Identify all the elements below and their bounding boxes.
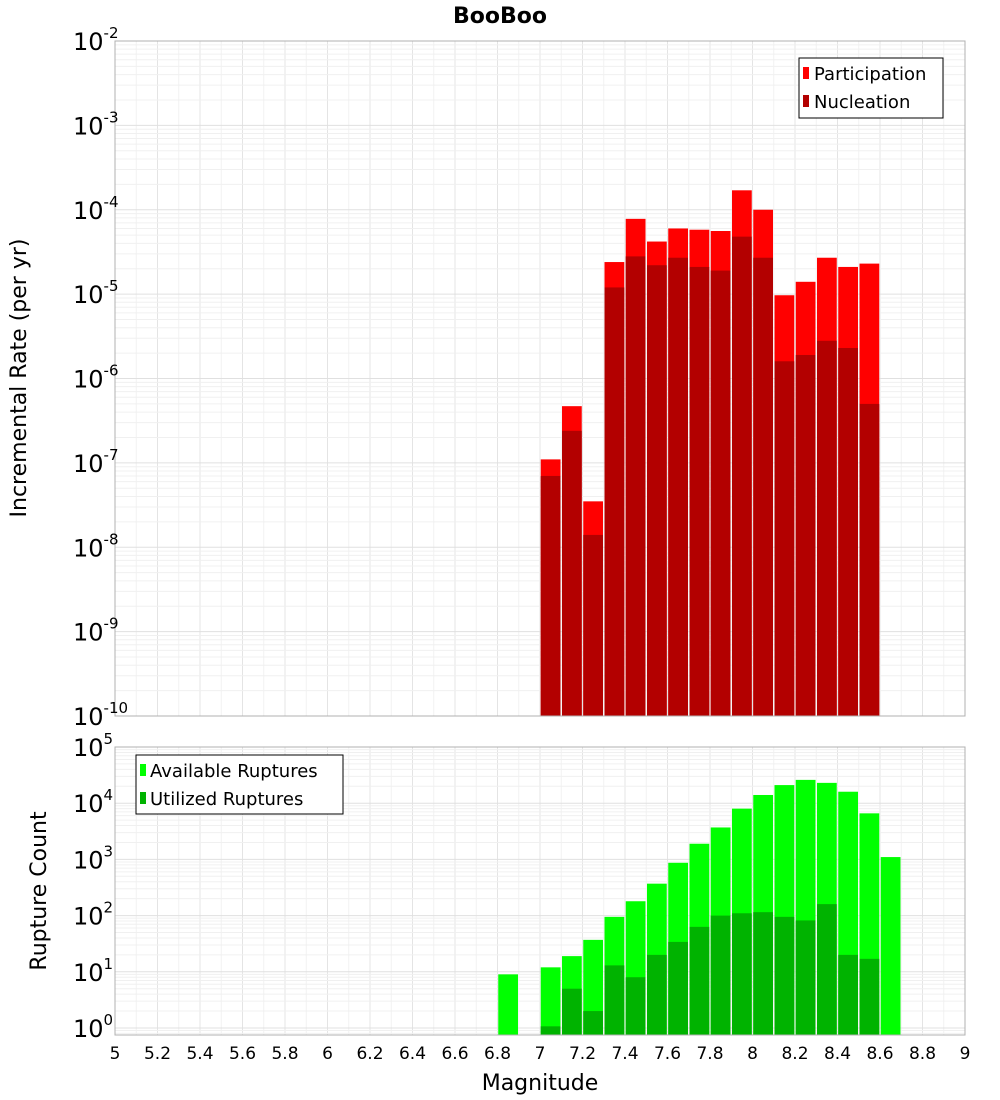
legend-label-available-ruptures: Available Ruptures [150, 761, 318, 782]
x-tick-label: 5 [110, 1044, 121, 1064]
utilized-ruptures-bar-8.05 [753, 912, 773, 1035]
utilized-ruptures-bar-8.25 [795, 920, 816, 1035]
legend-label-participation: Participation [814, 64, 926, 85]
x-tick-label: 5.8 [271, 1044, 298, 1064]
utilized-ruptures-bar-8.45 [838, 954, 858, 1035]
legend-label-utilized-ruptures: Utilized Ruptures [150, 789, 303, 810]
top-y-tick-label: 10-10 [73, 699, 128, 731]
nucleation-bar-8.15 [774, 361, 795, 716]
top-grid [114, 41, 966, 717]
available-ruptures-bar-8.65 [880, 857, 901, 1035]
x-tick-label: 5.4 [186, 1044, 213, 1064]
top-y-tick-label: 10-4 [73, 193, 119, 225]
utilized-ruptures-bar-8.55 [859, 958, 880, 1035]
x-tick-label: 6.8 [484, 1044, 511, 1064]
nucleation-bar-8.35 [817, 340, 837, 716]
legend-swatch-utilized-ruptures [140, 792, 146, 804]
x-tick-label: 7 [535, 1044, 546, 1064]
top-y-tick-label: 10-7 [73, 446, 119, 478]
bottom-legend: Available Ruptures Utilized Ruptures [135, 754, 344, 815]
x-tick-label: 5.2 [144, 1044, 171, 1064]
nucleation-bar-7.25 [583, 534, 603, 716]
x-tick-label: 6.2 [356, 1044, 383, 1064]
x-ticks: 5 5.2 5.4 5.6 5.8 6 6.2 6.4 6.6 6.8 7 7.2 7.4 7.6 7.8 8… [110, 1044, 971, 1064]
x-tick-label: 6.6 [441, 1044, 468, 1064]
bottom-y-tick-label: 103 [73, 842, 113, 874]
x-axis-label: Magnitude [482, 1071, 599, 1096]
utilized-ruptures-bar-7.85 [710, 915, 731, 1035]
utilized-ruptures-bar-7.65 [668, 941, 688, 1035]
x-tick-label: 8.4 [824, 1044, 851, 1064]
utilized-ruptures-bar-7.95 [732, 913, 752, 1035]
nucleation-bar-7.85 [710, 270, 731, 716]
x-tick-label: 8.8 [909, 1044, 936, 1064]
nucleation-bar-7.35 [604, 287, 625, 716]
nucleation-bar-7.55 [647, 265, 667, 716]
top-y-ticks: 10-2 10-3 10-4 10-5 10-6 10-7 10-8 10-9 10-10 [73, 24, 128, 731]
top-legend: Participation Nucleation [798, 57, 944, 119]
bottom-y-ticks: 105 104 103 102 101 100 [73, 730, 113, 1043]
x-tick-label: 9 [960, 1044, 971, 1064]
nucleation-bar-8.45 [838, 347, 858, 716]
x-tick-label: 7.8 [696, 1044, 723, 1064]
available-ruptures-bar-6.85 [498, 974, 518, 1035]
utilized-ruptures-bar-8.35 [817, 904, 837, 1035]
nucleation-bar-8.25 [795, 354, 816, 716]
top-y-tick-label: 10-9 [73, 615, 119, 647]
bottom-y-tick-label: 102 [73, 899, 113, 931]
bottom-y-axis-label: Rupture Count [27, 811, 52, 971]
nucleation-bar-8.05 [753, 257, 773, 716]
bottom-y-tick-label: 105 [73, 730, 113, 762]
nucleation-bar-7.05 [540, 475, 561, 716]
bottom-legend-box [135, 754, 344, 815]
top-y-tick-label: 10-3 [73, 108, 119, 140]
utilized-ruptures-bar-7.05 [540, 1026, 561, 1035]
nucleation-bar-7.15 [562, 430, 582, 716]
top-y-tick-label: 10-8 [73, 530, 119, 562]
utilized-ruptures-bar-7.75 [689, 926, 710, 1035]
nucleation-bar-8.55 [859, 403, 880, 716]
top-legend-box [798, 57, 944, 119]
x-tick-label: 6.4 [399, 1044, 426, 1064]
top-plot-border [114, 40, 966, 717]
x-tick-label: 7.2 [569, 1044, 596, 1064]
legend-swatch-participation [803, 67, 809, 79]
bottom-y-tick-label: 101 [73, 955, 113, 987]
utilized-ruptures-bar-7.25 [583, 1011, 603, 1035]
legend-swatch-nucleation [803, 95, 809, 107]
top-y-tick-label: 10-5 [73, 277, 119, 309]
utilized-ruptures-bar-7.35 [604, 965, 625, 1035]
available-ruptures-bar-7.05 [540, 967, 561, 1035]
x-tick-label: 8.6 [866, 1044, 893, 1064]
utilized-ruptures-bar-7.45 [625, 977, 646, 1035]
x-tick-label: 7.6 [654, 1044, 681, 1064]
bottom-bars [498, 779, 901, 1035]
x-tick-label: 5.6 [229, 1044, 256, 1064]
x-tick-label: 8 [747, 1044, 758, 1064]
legend-swatch-available-ruptures [140, 764, 146, 776]
nucleation-bar-7.45 [625, 256, 646, 716]
x-tick-label: 7.4 [611, 1044, 638, 1064]
top-y-tick-label: 10-2 [73, 24, 119, 56]
bottom-plot-border [114, 746, 966, 1036]
bottom-y-tick-label: 104 [73, 786, 113, 818]
utilized-ruptures-bar-7.55 [647, 954, 667, 1035]
x-tick-label: 6 [322, 1044, 333, 1064]
nucleation-bar-7.75 [689, 266, 710, 716]
top-y-tick-label: 10-6 [73, 362, 119, 394]
nucleation-bar-7.65 [668, 257, 688, 716]
bottom-y-tick-label: 100 [73, 1011, 113, 1043]
top-y-axis-label: Incremental Rate (per yr) [7, 239, 32, 518]
legend-label-nucleation: Nucleation [814, 92, 910, 113]
chart-title: BooBoo [453, 4, 547, 29]
top-bars [540, 190, 880, 717]
x-tick-label: 8.2 [781, 1044, 808, 1064]
utilized-ruptures-bar-8.15 [774, 916, 795, 1035]
utilized-ruptures-bar-7.15 [562, 988, 582, 1035]
nucleation-bar-7.95 [732, 236, 752, 716]
